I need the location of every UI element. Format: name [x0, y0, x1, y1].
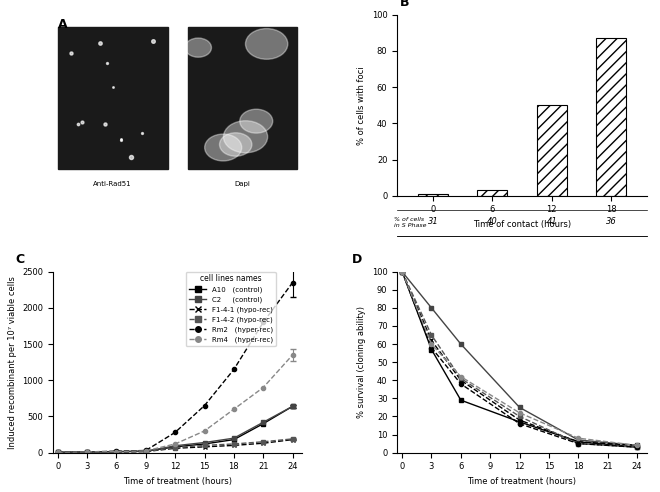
X-axis label: Time of contact (hours): Time of contact (hours)	[473, 220, 571, 229]
Bar	[58, 28, 168, 169]
Text: A: A	[58, 18, 67, 31]
Circle shape	[246, 29, 288, 59]
Text: 40: 40	[487, 217, 498, 226]
X-axis label: Time of treatment (hours): Time of treatment (hours)	[123, 477, 232, 486]
Text: D: D	[352, 253, 362, 266]
Legend: A10   (control), C2     (control), F1-4-1 (hypo-rec), F1-4-2 (hypo-rec), Rm2   (: A10 (control), C2 (control), F1-4-1 (hyp…	[186, 272, 276, 346]
Text: 41: 41	[546, 217, 557, 226]
Bar	[418, 194, 447, 196]
Text: B: B	[400, 0, 410, 9]
Bar	[477, 190, 507, 196]
Bar	[187, 28, 298, 169]
Text: Dapi: Dapi	[234, 181, 250, 187]
Circle shape	[240, 109, 273, 133]
Circle shape	[220, 133, 252, 156]
Circle shape	[224, 121, 267, 153]
Y-axis label: Induced recombinant per 10⁷ viable cells: Induced recombinant per 10⁷ viable cells	[7, 276, 16, 449]
Text: Anti-Rad51: Anti-Rad51	[93, 181, 132, 187]
Text: % of cells
in S Phase: % of cells in S Phase	[394, 217, 427, 228]
Y-axis label: % survival (cloning ability): % survival (cloning ability)	[357, 306, 366, 418]
Text: 31: 31	[428, 217, 438, 226]
Bar	[537, 105, 566, 196]
Circle shape	[185, 38, 211, 57]
Text: 36: 36	[606, 217, 616, 226]
Text: C: C	[15, 253, 24, 266]
Y-axis label: % of cells with foci: % of cells with foci	[357, 66, 366, 145]
X-axis label: Time of treatment (hours): Time of treatment (hours)	[467, 477, 577, 486]
Bar	[596, 38, 626, 196]
Circle shape	[205, 134, 242, 161]
